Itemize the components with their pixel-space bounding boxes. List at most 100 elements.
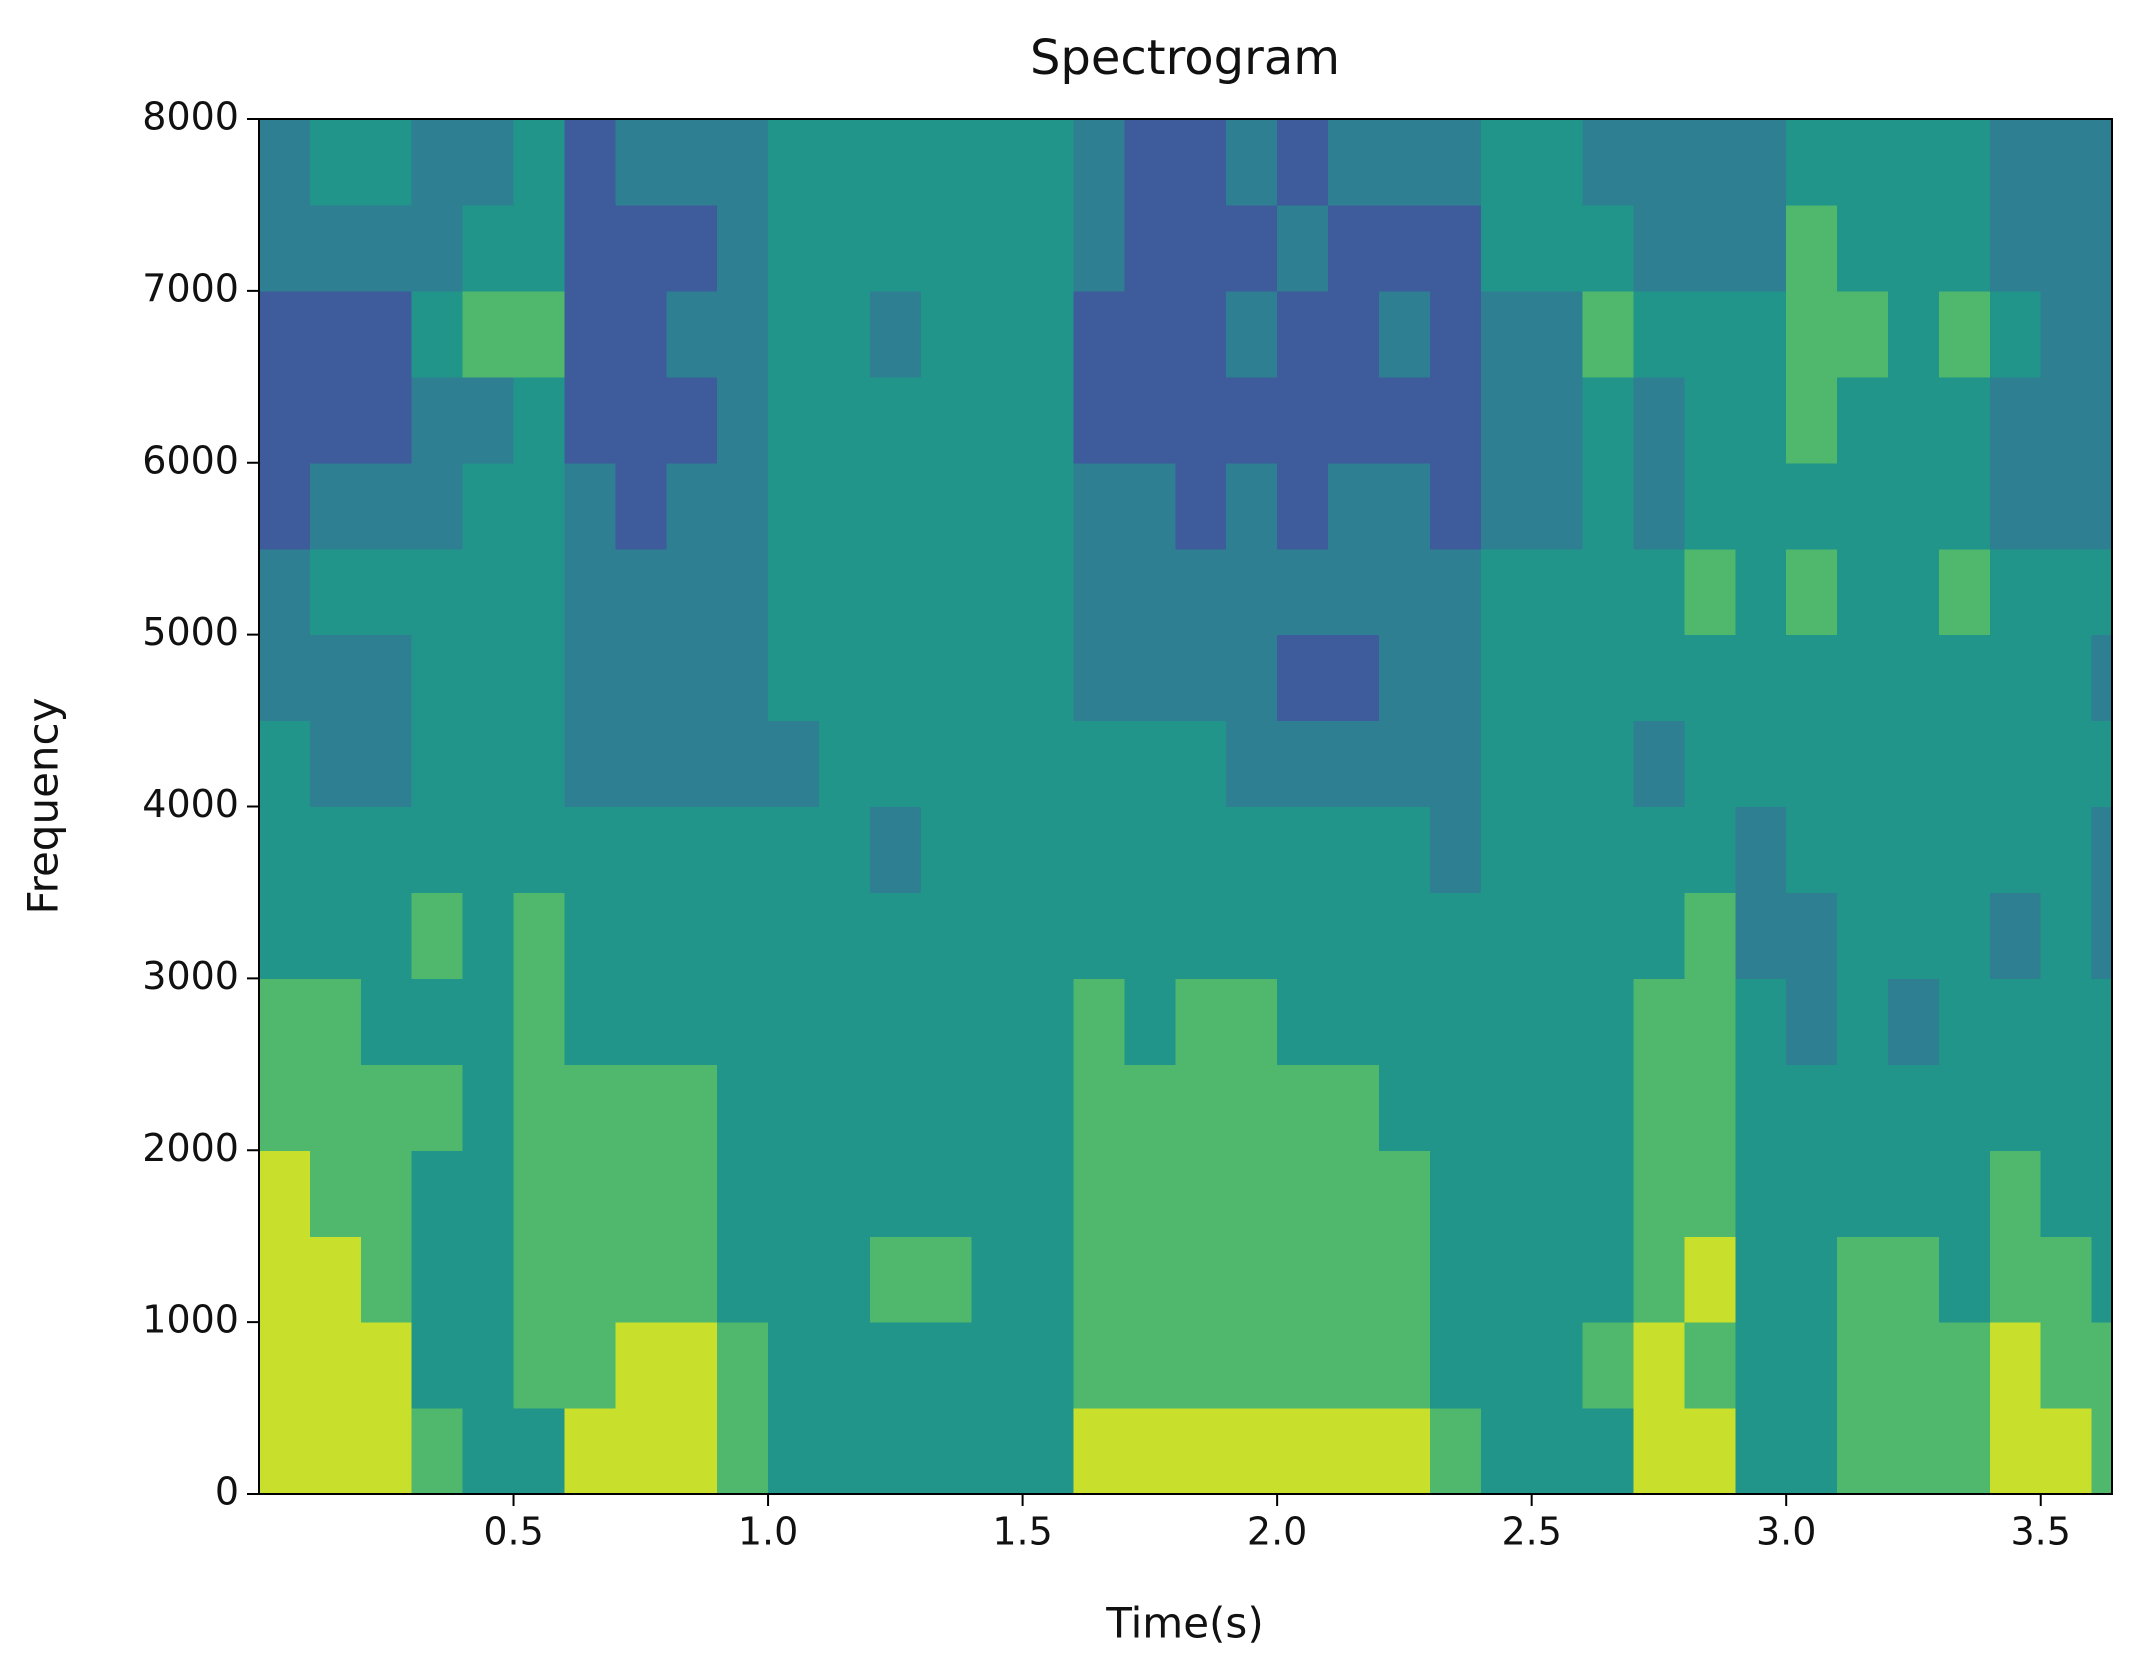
x-tick-label: 0.5 <box>483 1510 543 1554</box>
heatmap-cell <box>1989 1236 2042 1323</box>
heatmap-cell <box>309 1150 362 1237</box>
heatmap-cell <box>1378 1064 1431 1151</box>
heatmap-cell <box>1277 1236 1329 1323</box>
heatmap-cell <box>1989 806 2042 894</box>
heatmap-cell <box>1328 978 1380 1065</box>
heatmap-cell <box>1684 119 1736 206</box>
heatmap-cell <box>1684 1236 1736 1323</box>
heatmap-cell <box>717 1322 769 1409</box>
heatmap-cell <box>1582 978 1635 1065</box>
y-tick-label: 3000 <box>142 954 239 998</box>
heatmap-cell <box>666 119 718 206</box>
heatmap-cell <box>360 1322 413 1409</box>
heatmap-cell <box>309 290 362 378</box>
heatmap-cell <box>1582 1322 1635 1409</box>
heatmap-cell <box>411 892 464 979</box>
heatmap-cell <box>360 1150 413 1237</box>
heatmap-cell <box>1735 1150 1787 1237</box>
heatmap-cell <box>666 1408 718 1495</box>
heatmap-cell <box>1175 376 1227 464</box>
heatmap-cell <box>513 1236 566 1323</box>
heatmap-cell <box>1124 462 1176 550</box>
heatmap-cell <box>1277 1150 1329 1237</box>
heatmap-cell <box>513 462 566 550</box>
heatmap-cell <box>717 462 769 550</box>
heatmap-cell <box>2040 978 2093 1065</box>
heatmap-cell <box>1480 548 1533 636</box>
heatmap-cell <box>462 1322 515 1409</box>
heatmap-cell <box>615 548 667 636</box>
heatmap-cell <box>259 290 311 378</box>
heatmap-cell <box>1378 119 1431 206</box>
heatmap-cell <box>259 1322 311 1409</box>
heatmap-cell <box>1480 1408 1533 1495</box>
heatmap-cell <box>971 1064 1024 1151</box>
heatmap-cell <box>1480 119 1533 206</box>
heatmap-cell <box>309 1322 362 1409</box>
heatmap-cell <box>768 806 820 894</box>
heatmap-cell <box>1277 548 1329 636</box>
heatmap-cell <box>818 806 871 894</box>
heatmap-cell <box>1735 376 1787 464</box>
heatmap-cell <box>1531 376 1584 464</box>
heatmap-cell <box>920 634 973 722</box>
heatmap-cell <box>1786 119 1838 206</box>
heatmap-cell <box>309 1064 362 1151</box>
y-tick-label: 7000 <box>142 266 239 310</box>
heatmap-cell <box>920 1236 973 1323</box>
heatmap-cell <box>1888 720 1940 808</box>
heatmap-cell <box>1633 1150 1685 1237</box>
heatmap-cell <box>1735 1408 1787 1495</box>
heatmap-cell <box>666 1064 718 1151</box>
heatmap-cell <box>259 548 311 636</box>
heatmap-cell <box>1989 376 2042 464</box>
heatmap-cell <box>1888 376 1940 464</box>
heatmap-cell <box>971 204 1024 292</box>
heatmap-cell <box>564 1064 616 1151</box>
heatmap-cell <box>768 1236 820 1323</box>
heatmap-cell <box>920 1322 973 1409</box>
heatmap-cell <box>1378 1408 1431 1495</box>
heatmap-cell <box>2091 1408 2113 1495</box>
y-tick-label: 1000 <box>142 1298 239 1342</box>
heatmap-cell <box>971 290 1024 378</box>
heatmap-cell <box>1786 462 1838 550</box>
heatmap-cell <box>1226 290 1278 378</box>
heatmap-cell <box>1786 204 1838 292</box>
heatmap-cell <box>869 1408 922 1495</box>
heatmap-cell <box>1582 1236 1635 1323</box>
heatmap-cell <box>564 1150 616 1237</box>
heatmap-cell <box>2091 462 2113 550</box>
heatmap-cell <box>1328 376 1380 464</box>
heatmap-cell <box>666 376 718 464</box>
heatmap-cell <box>615 1322 667 1409</box>
heatmap-cell <box>615 204 667 292</box>
heatmap-cell <box>513 720 566 808</box>
y-tick-label: 0 <box>215 1470 239 1514</box>
heatmap-cell <box>1582 119 1635 206</box>
heatmap-cell <box>1429 634 1482 722</box>
heatmap-cell <box>615 290 667 378</box>
heatmap-cell <box>1684 634 1736 722</box>
heatmap-cell <box>666 978 718 1065</box>
heatmap-cell <box>2040 376 2093 464</box>
heatmap-cell <box>2091 290 2113 378</box>
heatmap-cell <box>462 1236 515 1323</box>
heatmap-cell <box>1735 892 1787 979</box>
heatmap-cell <box>768 462 820 550</box>
heatmap-cell <box>1888 1236 1940 1323</box>
heatmap-cell <box>1684 892 1736 979</box>
heatmap-cell <box>411 978 464 1065</box>
heatmap-cell <box>1684 204 1736 292</box>
heatmap-cell <box>818 548 871 636</box>
heatmap-cell <box>615 978 667 1065</box>
heatmap-cell <box>920 806 973 894</box>
heatmap-cell <box>1022 892 1075 979</box>
heatmap-cell <box>1633 1064 1685 1151</box>
heatmap-cell <box>1888 1408 1940 1495</box>
heatmap-cell <box>1022 1322 1075 1409</box>
heatmap-cell <box>768 1408 820 1495</box>
heatmap-cell <box>513 806 566 894</box>
